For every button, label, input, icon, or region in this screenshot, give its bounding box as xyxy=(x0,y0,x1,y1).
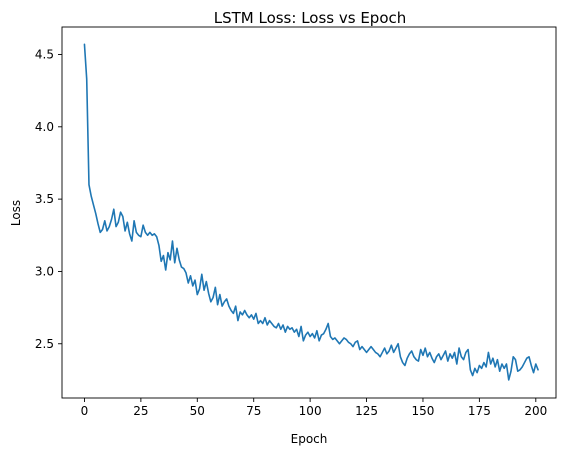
y-tick-label: 4.0 xyxy=(35,120,54,134)
x-axis: 0 25 50 75 100 125 150 175 200 xyxy=(81,398,547,418)
x-tick-label: 175 xyxy=(468,404,491,418)
y-axis-label: Loss xyxy=(9,200,23,226)
x-tick-label: 200 xyxy=(524,404,547,418)
plot-frame xyxy=(61,26,557,399)
x-tick-label: 0 xyxy=(81,404,89,418)
x-tick-label: 25 xyxy=(133,404,148,418)
y-tick-label: 4.5 xyxy=(35,47,54,61)
x-tick-label: 75 xyxy=(246,404,261,418)
y-tick-label: 3.5 xyxy=(35,192,54,206)
x-axis-label: Epoch xyxy=(291,432,328,446)
plot-area xyxy=(83,43,539,381)
x-tick-label: 50 xyxy=(190,404,205,418)
x-tick-label: 100 xyxy=(299,404,322,418)
chart-title: LSTM Loss: Loss vs Epoch xyxy=(214,9,407,27)
y-axis: 2.5 3.0 3.5 4.0 4.5 xyxy=(35,47,62,351)
x-tick-label: 150 xyxy=(412,404,435,418)
x-tick-label: 125 xyxy=(355,404,378,418)
y-tick-label: 2.5 xyxy=(35,337,54,351)
y-tick-label: 3.0 xyxy=(35,264,54,278)
series-line-loss xyxy=(83,43,539,381)
